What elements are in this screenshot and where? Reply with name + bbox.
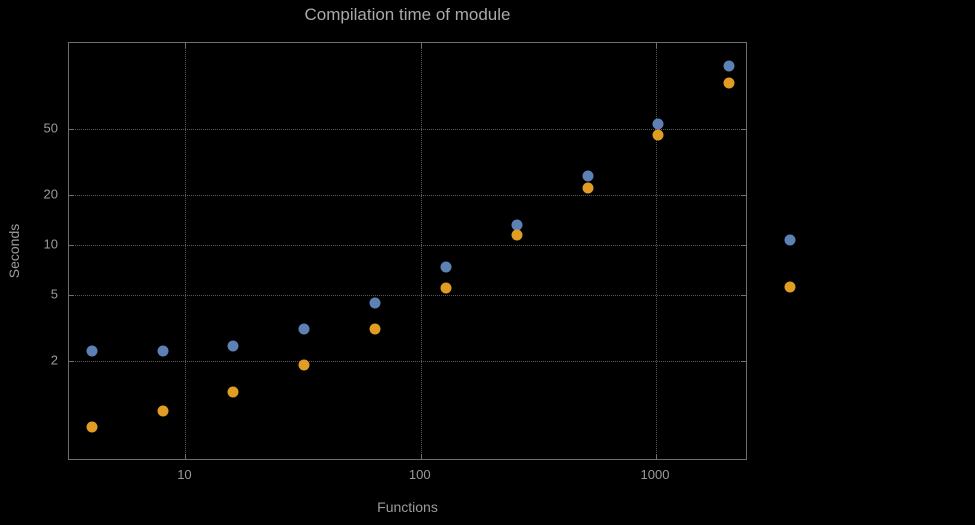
data-point-series-1	[582, 170, 594, 182]
y-tick-mark	[69, 361, 74, 363]
grid-line-x	[420, 43, 422, 459]
data-point-series-2	[723, 77, 735, 89]
data-point-series-1	[369, 297, 381, 309]
data-point-series-2	[369, 323, 381, 335]
y-tick-label: 10	[43, 236, 58, 252]
data-point-series-1	[298, 323, 310, 335]
y-tick-mark	[69, 245, 74, 247]
data-point-series-1	[227, 340, 239, 352]
x-tick-mark	[420, 454, 422, 459]
y-tick-mark	[69, 195, 74, 197]
y-tick-mark	[69, 129, 74, 131]
x-tick-mark	[420, 43, 422, 48]
grid-line-x	[185, 43, 187, 459]
data-point-series-2	[511, 229, 523, 241]
x-tick-mark	[185, 43, 187, 48]
y-tick-mark	[69, 295, 74, 297]
y-tick-label: 50	[43, 120, 58, 136]
y-tick-mark	[741, 361, 746, 363]
data-point-series-1	[652, 118, 664, 129]
chart-title: Compilation time of module	[304, 5, 511, 24]
grid-line-x	[656, 43, 658, 459]
x-tick-label: 100	[408, 467, 431, 482]
legend-marker-series-1	[784, 234, 796, 246]
grid-line-y	[69, 361, 746, 363]
y-tick-mark	[741, 195, 746, 197]
x-tick-mark	[656, 43, 658, 48]
grid-line-y	[69, 245, 746, 247]
y-tick-label: 2	[50, 352, 58, 368]
x-axis-label: Functions	[377, 499, 438, 515]
data-point-series-1	[511, 219, 523, 231]
data-point-series-2	[298, 359, 310, 371]
grid-line-y	[69, 295, 746, 297]
grid-line-y	[69, 129, 746, 131]
y-tick-label: 20	[43, 186, 58, 202]
data-point-series-2	[440, 282, 452, 294]
x-tick-label: 1000	[640, 467, 670, 482]
data-point-series-1	[440, 261, 452, 273]
data-point-series-1	[86, 345, 98, 357]
x-tick-mark	[656, 454, 658, 459]
data-point-series-2	[157, 405, 169, 417]
y-tick-mark	[741, 245, 746, 247]
plot-area	[68, 42, 747, 460]
legend-marker-series-2	[784, 281, 796, 293]
data-point-series-2	[227, 386, 239, 398]
y-tick-label: 5	[50, 286, 58, 302]
data-point-series-2	[86, 421, 98, 433]
data-point-series-1	[723, 60, 735, 72]
data-point-series-1	[157, 345, 169, 357]
x-tick-mark	[185, 454, 187, 459]
data-point-series-2	[582, 182, 594, 194]
x-tick-label: 10	[177, 467, 192, 482]
y-tick-mark	[741, 295, 746, 297]
data-point-series-2	[652, 129, 664, 141]
y-tick-mark	[741, 129, 746, 131]
grid-line-y	[69, 195, 746, 197]
